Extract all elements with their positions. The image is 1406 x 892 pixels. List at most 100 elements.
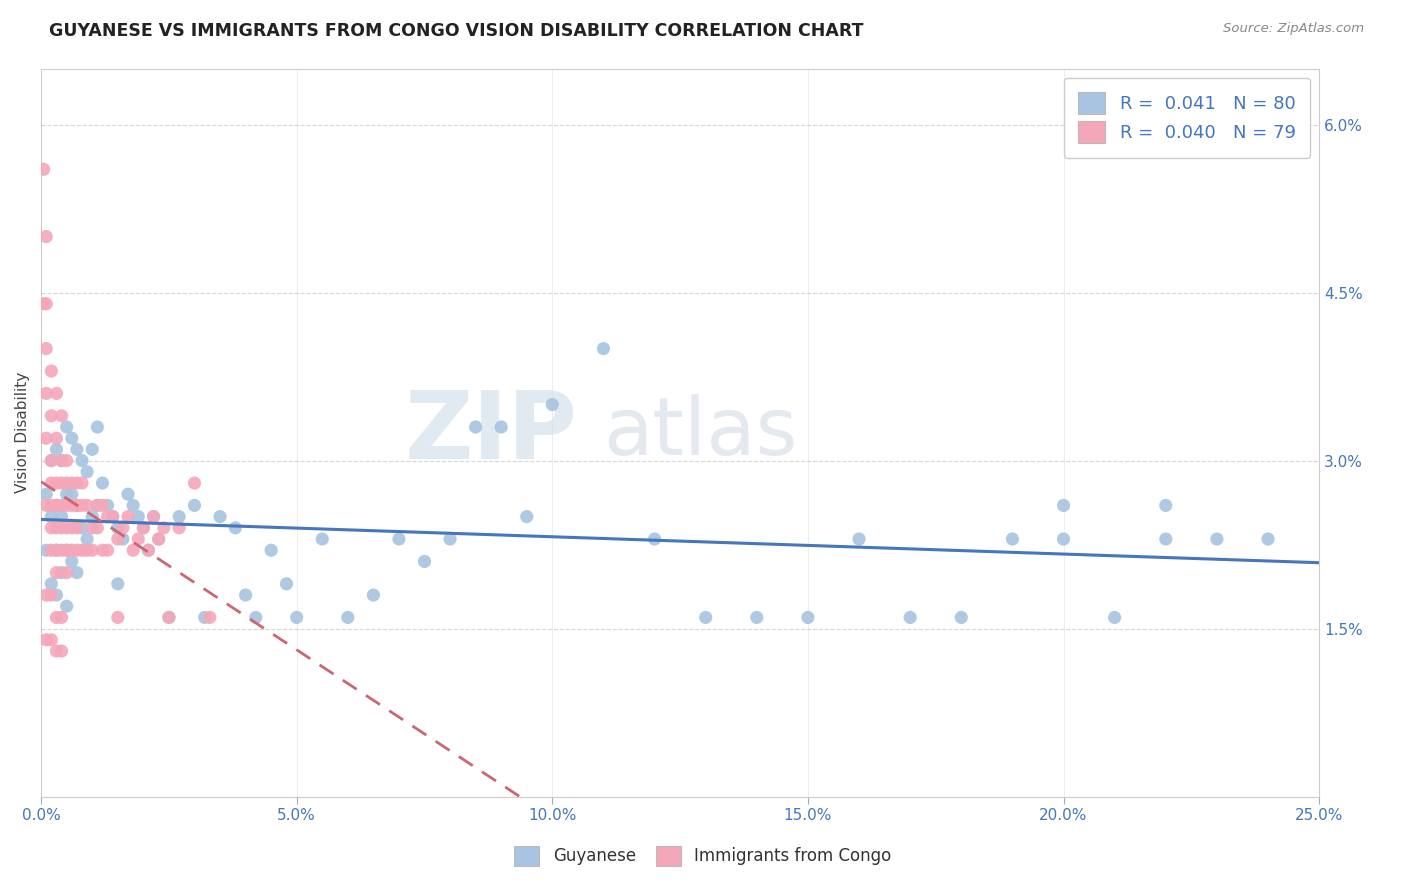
Point — [45, 644, 67, 658]
Point — [70, 543, 93, 558]
Point — [138, 543, 160, 558]
Point — [1206, 532, 1229, 546]
Point — [101, 509, 124, 524]
Point — [745, 610, 768, 624]
Point — [66, 521, 89, 535]
Point — [183, 475, 205, 490]
Point — [311, 532, 333, 546]
Point — [51, 409, 73, 423]
Point — [695, 610, 717, 624]
Point — [55, 566, 77, 580]
Point — [35, 487, 58, 501]
Point — [82, 521, 104, 535]
Point — [592, 342, 614, 356]
Point — [35, 499, 58, 513]
Point — [51, 453, 73, 467]
Point — [1052, 499, 1074, 513]
Point — [45, 566, 67, 580]
Point — [60, 499, 83, 513]
Point — [51, 644, 73, 658]
Point — [41, 475, 63, 490]
Point — [644, 532, 666, 546]
Point — [464, 420, 486, 434]
Point — [122, 499, 145, 513]
Point — [153, 521, 176, 535]
Point — [35, 297, 58, 311]
Text: atlas: atlas — [603, 393, 797, 472]
Point — [111, 532, 134, 546]
Point — [45, 475, 67, 490]
Point — [1001, 532, 1024, 546]
Point — [950, 610, 973, 624]
Point — [35, 632, 58, 647]
Point — [45, 588, 67, 602]
Point — [41, 453, 63, 467]
Point — [55, 475, 77, 490]
Y-axis label: Vision Disability: Vision Disability — [15, 372, 30, 493]
Point — [76, 499, 98, 513]
Point — [208, 509, 231, 524]
Point — [51, 521, 73, 535]
Point — [41, 453, 63, 467]
Point — [413, 554, 436, 568]
Point — [51, 509, 73, 524]
Point — [86, 499, 108, 513]
Point — [51, 453, 73, 467]
Point — [439, 532, 461, 546]
Point — [235, 588, 257, 602]
Point — [66, 566, 89, 580]
Point — [35, 386, 58, 401]
Point — [898, 610, 921, 624]
Point — [70, 521, 93, 535]
Point — [70, 453, 93, 467]
Point — [1154, 499, 1177, 513]
Point — [516, 509, 538, 524]
Point — [41, 509, 63, 524]
Point — [76, 543, 98, 558]
Legend: R =  0.041   N = 80, R =  0.040   N = 79: R = 0.041 N = 80, R = 0.040 N = 79 — [1064, 78, 1310, 158]
Point — [45, 431, 67, 445]
Point — [66, 543, 89, 558]
Point — [117, 509, 139, 524]
Point — [41, 543, 63, 558]
Point — [167, 521, 190, 535]
Point — [41, 499, 63, 513]
Point — [41, 577, 63, 591]
Point — [76, 465, 98, 479]
Point — [127, 509, 149, 524]
Point — [32, 297, 55, 311]
Point — [1052, 532, 1074, 546]
Point — [285, 610, 308, 624]
Point — [66, 499, 89, 513]
Point — [55, 599, 77, 614]
Point — [45, 386, 67, 401]
Point — [224, 521, 246, 535]
Point — [55, 487, 77, 501]
Point — [51, 566, 73, 580]
Point — [60, 554, 83, 568]
Point — [35, 588, 58, 602]
Point — [198, 610, 221, 624]
Point — [107, 577, 129, 591]
Point — [1104, 610, 1126, 624]
Point — [55, 499, 77, 513]
Point — [41, 588, 63, 602]
Point — [82, 442, 104, 457]
Point — [276, 577, 298, 591]
Point — [1154, 532, 1177, 546]
Point — [82, 543, 104, 558]
Point — [111, 521, 134, 535]
Point — [122, 543, 145, 558]
Point — [45, 442, 67, 457]
Point — [35, 229, 58, 244]
Point — [127, 532, 149, 546]
Point — [132, 521, 155, 535]
Point — [66, 442, 89, 457]
Point — [55, 521, 77, 535]
Point — [260, 543, 283, 558]
Point — [363, 588, 385, 602]
Text: GUYANESE VS IMMIGRANTS FROM CONGO VISION DISABILITY CORRELATION CHART: GUYANESE VS IMMIGRANTS FROM CONGO VISION… — [49, 22, 863, 40]
Point — [41, 409, 63, 423]
Point — [41, 632, 63, 647]
Point — [66, 499, 89, 513]
